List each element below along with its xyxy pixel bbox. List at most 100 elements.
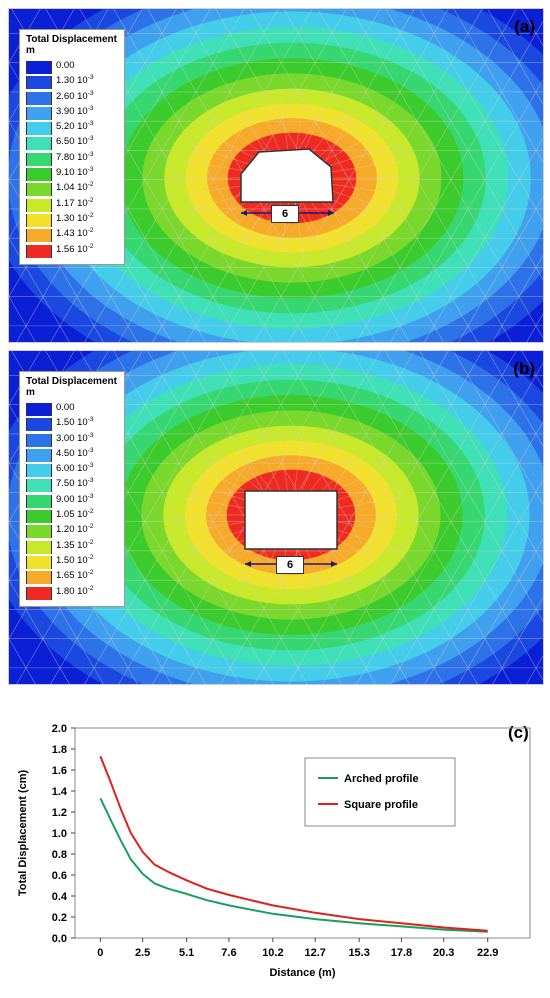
legend-value: 1.35 10-2 bbox=[56, 538, 94, 551]
x-tick-label: 5.1 bbox=[179, 947, 194, 959]
legend-swatch bbox=[26, 61, 52, 74]
legend-row: 6.00 10-3 bbox=[26, 462, 120, 478]
displacement-chart-panel: (c) 0.0 0.2 0.4 0.6 0.8 1.0 1.2 1.4 1.6 1.8 2.0 0 2.… bbox=[0, 710, 550, 993]
legend-row: 0.00 bbox=[26, 59, 120, 74]
y-tick-label: 1.6 bbox=[52, 765, 67, 777]
legend-unit-a: m bbox=[26, 45, 35, 56]
legend-swatch bbox=[26, 403, 52, 416]
legend-title-b: Total Displacement bbox=[26, 376, 117, 387]
x-tick-label: 12.7 bbox=[304, 947, 325, 959]
panel-label-c: (c) bbox=[508, 723, 529, 742]
legend-value: 1.05 10-2 bbox=[56, 507, 94, 521]
legend-value: 1.50 10-3 bbox=[56, 416, 94, 429]
panel-label-a: (a) bbox=[514, 17, 535, 36]
x-tick-label: 7.6 bbox=[221, 947, 236, 959]
legend-row: 5.20 10-3 bbox=[26, 120, 120, 136]
legend-swatch bbox=[26, 213, 52, 227]
legend-title-a: Total Displacement bbox=[26, 34, 117, 45]
legend-value: 6.00 10-3 bbox=[56, 462, 94, 475]
legend-a: Total Displacement m 0.00 1.30 10-3 2.60 1… bbox=[19, 29, 125, 265]
y-axis-label: Total Displacement (cm) bbox=[17, 770, 29, 897]
series-line-0 bbox=[99, 797, 488, 933]
y-tick-label: 0.4 bbox=[52, 891, 68, 903]
displacement-contour-a bbox=[9, 9, 543, 342]
chart-legend: Arched profile Square profile bbox=[304, 757, 456, 827]
legend-value: 0.00 bbox=[56, 402, 75, 413]
y-tick-label: 1.4 bbox=[52, 786, 68, 798]
legend-value: 3.90 10-3 bbox=[56, 104, 94, 117]
x-tick-label: 22.9 bbox=[477, 947, 498, 959]
displacement-contour-b bbox=[9, 351, 543, 684]
legend-row: 1.65 10-2 bbox=[26, 569, 120, 585]
legend-value: 1.50 10-2 bbox=[56, 553, 94, 566]
legend-swatch bbox=[26, 229, 52, 243]
legend-row: 1.35 10-2 bbox=[26, 539, 120, 554]
legend-swatch bbox=[26, 555, 52, 569]
legend-row: 1.80 10-2 bbox=[26, 585, 120, 600]
x-axis-label: Distance (m) bbox=[269, 967, 335, 979]
legend-value: 1.17 10-2 bbox=[56, 196, 94, 209]
legend-swatch bbox=[26, 494, 52, 508]
legend-value: 4.50 10-3 bbox=[56, 446, 94, 459]
legend-row: 3.00 10-3 bbox=[26, 432, 120, 447]
legend-swatch bbox=[26, 586, 52, 600]
legend-value: 7.80 10-3 bbox=[56, 150, 94, 163]
legend-row: 1.17 10-2 bbox=[26, 197, 120, 212]
legend-value: 2.60 10-3 bbox=[56, 89, 94, 102]
legend-value: 6.50 10-3 bbox=[56, 135, 94, 148]
legend-swatch bbox=[26, 433, 52, 447]
legend-row: 9.10 10-3 bbox=[26, 166, 120, 182]
legend-row: 3.90 10-3 bbox=[26, 105, 120, 120]
tunnel-opening bbox=[240, 148, 334, 203]
dimension-label-b: 6 bbox=[276, 556, 304, 574]
legend-row: 7.50 10-3 bbox=[26, 477, 120, 493]
legend-swatch bbox=[26, 571, 52, 585]
legend-swatch bbox=[26, 137, 52, 151]
legend-value: 7.50 10-3 bbox=[56, 477, 94, 490]
legend-row: 6.50 10-3 bbox=[26, 135, 120, 151]
legend-row: 4.50 10-3 bbox=[26, 447, 120, 462]
legend-value: 1.56 10-2 bbox=[56, 242, 94, 255]
legend-value: 1.04 10-2 bbox=[56, 181, 94, 194]
legend-box bbox=[304, 757, 456, 827]
legend-swatch bbox=[26, 418, 52, 432]
legend-swatch bbox=[26, 106, 52, 120]
legend-swatch bbox=[26, 540, 52, 554]
legend-value: 1.30 10-3 bbox=[56, 74, 94, 87]
legend-row: 1.56 10-2 bbox=[26, 243, 120, 258]
legend-row: 1.05 10-2 bbox=[26, 507, 120, 524]
legend-swatch bbox=[26, 510, 52, 524]
legend-row: 9.00 10-3 bbox=[26, 493, 120, 508]
y-tick-label: 0.0 bbox=[52, 933, 67, 945]
legend-swatch bbox=[26, 91, 52, 105]
legend-swatch bbox=[26, 183, 52, 197]
legend-value: 1.30 10-2 bbox=[56, 211, 94, 224]
legend-swatch bbox=[26, 76, 52, 90]
legend-row: 1.50 10-3 bbox=[26, 416, 120, 432]
y-tick-label: 1.0 bbox=[52, 828, 67, 840]
legend-value: 9.00 10-3 bbox=[56, 492, 94, 505]
legend-value: 1.20 10-2 bbox=[56, 523, 94, 536]
legend-row: 2.60 10-3 bbox=[26, 90, 120, 105]
x-tick-label: 10.2 bbox=[262, 947, 283, 959]
legend-rows-a: 0.00 1.30 10-3 2.60 10-3 3.90 10-3 5.20 10-3… bbox=[26, 59, 120, 258]
y-tick-label: 0.2 bbox=[52, 912, 67, 924]
dimension-label-a: 6 bbox=[271, 205, 299, 223]
legend-swatch bbox=[26, 198, 52, 212]
y-tick-label: 2.0 bbox=[52, 723, 67, 735]
legend-swatch bbox=[26, 168, 52, 182]
legend-value: 1.43 10-2 bbox=[56, 227, 94, 240]
plot-frame bbox=[74, 727, 531, 939]
panel-label-b: (b) bbox=[513, 359, 535, 378]
legend-swatch bbox=[26, 448, 52, 462]
legend-row: 1.50 10-2 bbox=[26, 554, 120, 569]
legend-row: 0.00 bbox=[26, 401, 120, 416]
series-line-1 bbox=[99, 755, 488, 932]
legend-value: 1.65 10-2 bbox=[56, 569, 94, 582]
legend-swatch bbox=[26, 464, 52, 478]
y-tick-label: 1.2 bbox=[52, 807, 67, 819]
legend-rows-b: 0.00 1.50 10-3 3.00 10-3 4.50 10-3 6.00 10-3… bbox=[26, 401, 120, 600]
legend-row: 1.30 10-2 bbox=[26, 212, 120, 227]
tunnel-opening bbox=[244, 490, 338, 550]
legend-swatch bbox=[26, 152, 52, 166]
